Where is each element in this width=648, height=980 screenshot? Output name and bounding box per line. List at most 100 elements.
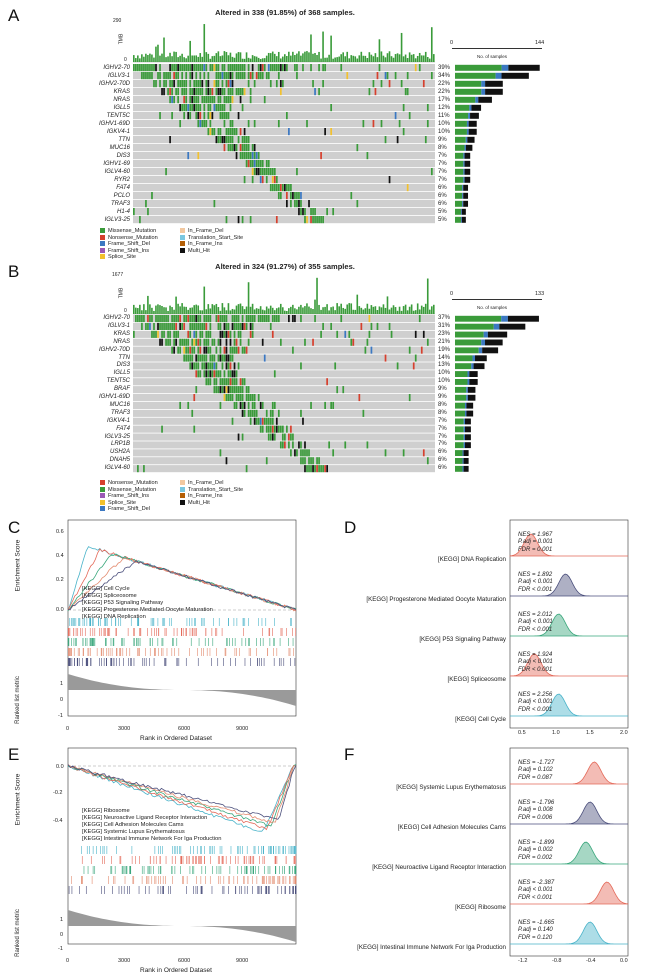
tmb-bar: [338, 56, 340, 62]
gene-bar-other: [475, 96, 479, 103]
legend-item: Multi_Hit: [180, 500, 210, 506]
mutation-cell: [235, 370, 238, 378]
mutation-cell: [304, 338, 306, 346]
mutation-cell: [147, 208, 149, 216]
legend-item: In_Frame_Del: [180, 480, 223, 486]
tmb-bar: [366, 57, 369, 62]
ridge-nes: NES = 1.892: [518, 572, 553, 578]
mutation-cell: [251, 160, 254, 168]
mutation-cell: [251, 409, 254, 417]
mutation-cell: [247, 394, 250, 402]
tmb-bar: [243, 309, 246, 314]
mutation-cell: [300, 192, 302, 200]
mutation-cell: [211, 88, 214, 96]
mutation-cell: [249, 409, 252, 417]
mutation-cell: [233, 322, 236, 330]
tmb-bar: [304, 51, 306, 62]
mutation-cell: [199, 104, 202, 112]
mutation-cell: [179, 315, 182, 323]
mutation-cell: [163, 330, 165, 338]
mutation-cell: [356, 144, 359, 152]
mutation-cell: [253, 315, 256, 323]
mutation-cell: [195, 88, 198, 96]
mutation-cell: [235, 401, 238, 409]
mutation-cell: [225, 457, 228, 465]
mutation-cell: [237, 346, 240, 354]
mutation-cell: [330, 401, 333, 409]
mutation-cell: [249, 88, 252, 96]
gene-bar-missense: [455, 192, 463, 199]
ridge-density: [510, 613, 628, 637]
gene-bar-missense: [455, 120, 467, 127]
mutation-cell: [231, 88, 234, 96]
mutation-cell: [245, 136, 248, 144]
tmb-bar: [175, 296, 177, 314]
oncoplot-row-bg: [133, 192, 435, 200]
mutation-cell: [277, 425, 280, 433]
legend-swatch: [100, 234, 105, 240]
gene-bar-multihit: [461, 208, 466, 215]
gene-percent: 7%: [438, 161, 447, 167]
mutation-cell: [201, 322, 204, 330]
mutation-cell: [231, 322, 234, 330]
mutation-cell: [225, 315, 228, 323]
tmb-bar: [205, 309, 208, 314]
mutation-cell: [225, 216, 228, 224]
mutation-cell: [300, 200, 302, 208]
mutation-cell: [237, 386, 240, 394]
tmb-bar: [420, 305, 423, 314]
mutation-cell: [227, 370, 230, 378]
mutation-cell: [247, 315, 250, 323]
ranked-metric-area: [68, 910, 296, 942]
mutation-cell: [245, 322, 248, 330]
mutation-cell: [328, 441, 331, 449]
mutation-cell: [189, 362, 192, 370]
mutation-cell: [358, 394, 361, 402]
mutation-cell: [231, 315, 234, 323]
mutation-cell: [308, 465, 310, 473]
mutation-cell: [167, 88, 169, 96]
gene-label: MUC16: [109, 145, 130, 151]
mutation-cell: [229, 394, 232, 402]
mutation-cell: [209, 346, 212, 354]
mutation-cell: [185, 315, 188, 323]
legend-item: Splice_Site: [100, 254, 136, 260]
tmb-bar: [412, 310, 415, 314]
tmb-bar: [336, 57, 338, 62]
gene-bar-other: [463, 168, 465, 175]
mutation-cell: [269, 80, 272, 88]
mutation-cell: [426, 120, 429, 128]
tmb-bar: [328, 54, 330, 62]
mutation-cell: [191, 322, 194, 330]
mutation-cell: [209, 322, 212, 330]
gene-bar-multihit: [463, 458, 469, 464]
mutation-cell: [340, 315, 343, 323]
gsea-c-y2tick-0: 1: [60, 681, 64, 687]
mutation-cell: [177, 88, 180, 96]
tmb-bar: [300, 55, 302, 62]
tmb-bar: [239, 303, 242, 314]
mutation-cell: [292, 315, 294, 323]
mutation-cell: [169, 80, 171, 88]
mutation-cell: [384, 136, 387, 144]
gene-bar-missense: [455, 347, 479, 354]
mutation-cell: [181, 72, 184, 80]
legend-swatch: [100, 480, 105, 486]
mutation-cell: [320, 465, 322, 473]
mutation-cell: [237, 322, 240, 330]
mutation-cell: [209, 330, 212, 338]
ridge-nes: NES = -2.387: [518, 880, 555, 886]
tmb-a-zero: 0: [124, 57, 127, 63]
gene-label: IGKV4-1: [106, 417, 130, 424]
gene-percent: 34%: [438, 73, 451, 79]
mutation-cell: [215, 80, 218, 88]
gsea-e-xtick-2: 6000: [178, 958, 191, 964]
mutation-cell: [183, 104, 186, 112]
mutation-cell: [286, 184, 288, 192]
tmb-bar: [193, 55, 196, 62]
legend-label: Multi_Hit: [188, 247, 210, 254]
ridge-padj: P.adj = 0.008: [518, 807, 553, 814]
mutation-cell: [251, 72, 254, 80]
gene-label: IGHV2-70: [103, 65, 130, 71]
gene-bars-a: [455, 64, 540, 223]
